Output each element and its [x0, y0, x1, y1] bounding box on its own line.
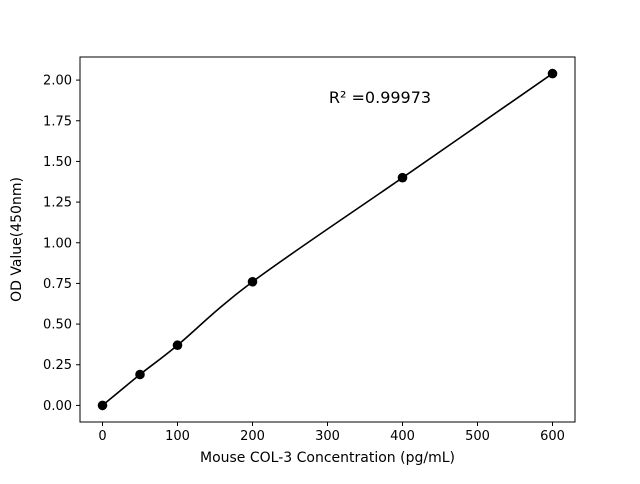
x-tick-label: 0	[98, 429, 106, 444]
fit-line	[101, 72, 553, 407]
data-point	[397, 172, 408, 183]
data-point	[97, 400, 108, 411]
x-tick-label: 200	[240, 429, 265, 444]
y-axis-label: OD Value(450nm)	[9, 177, 25, 302]
x-tick-label: 600	[540, 429, 565, 444]
y-tick-label: 1.00	[43, 236, 72, 251]
data-point	[135, 369, 145, 380]
y-tick-label: 1.75	[43, 114, 72, 129]
data-point	[547, 68, 558, 79]
y-tick-label: 0.75	[43, 277, 72, 292]
data-point	[172, 340, 183, 351]
plot-border	[79, 56, 576, 423]
y-tick-label: 2.00	[43, 74, 72, 89]
y-tick-label: 0.00	[43, 399, 72, 414]
y-tick-label: 0.50	[43, 318, 72, 333]
x-tick-label: 300	[315, 429, 340, 444]
x-tick-label: 100	[165, 429, 190, 444]
x-tick-label: 400	[390, 429, 415, 444]
x-axis-label: Mouse COL-3 Concentration (pg/mL)	[200, 450, 455, 466]
r-squared-annotation: R² =0.99973	[329, 88, 431, 107]
y-tick-label: 1.50	[43, 155, 72, 170]
data-point	[247, 276, 258, 287]
y-tick-label: 0.25	[43, 358, 72, 373]
y-tick-label: 1.25	[43, 196, 72, 211]
x-tick-label: 500	[465, 429, 490, 444]
